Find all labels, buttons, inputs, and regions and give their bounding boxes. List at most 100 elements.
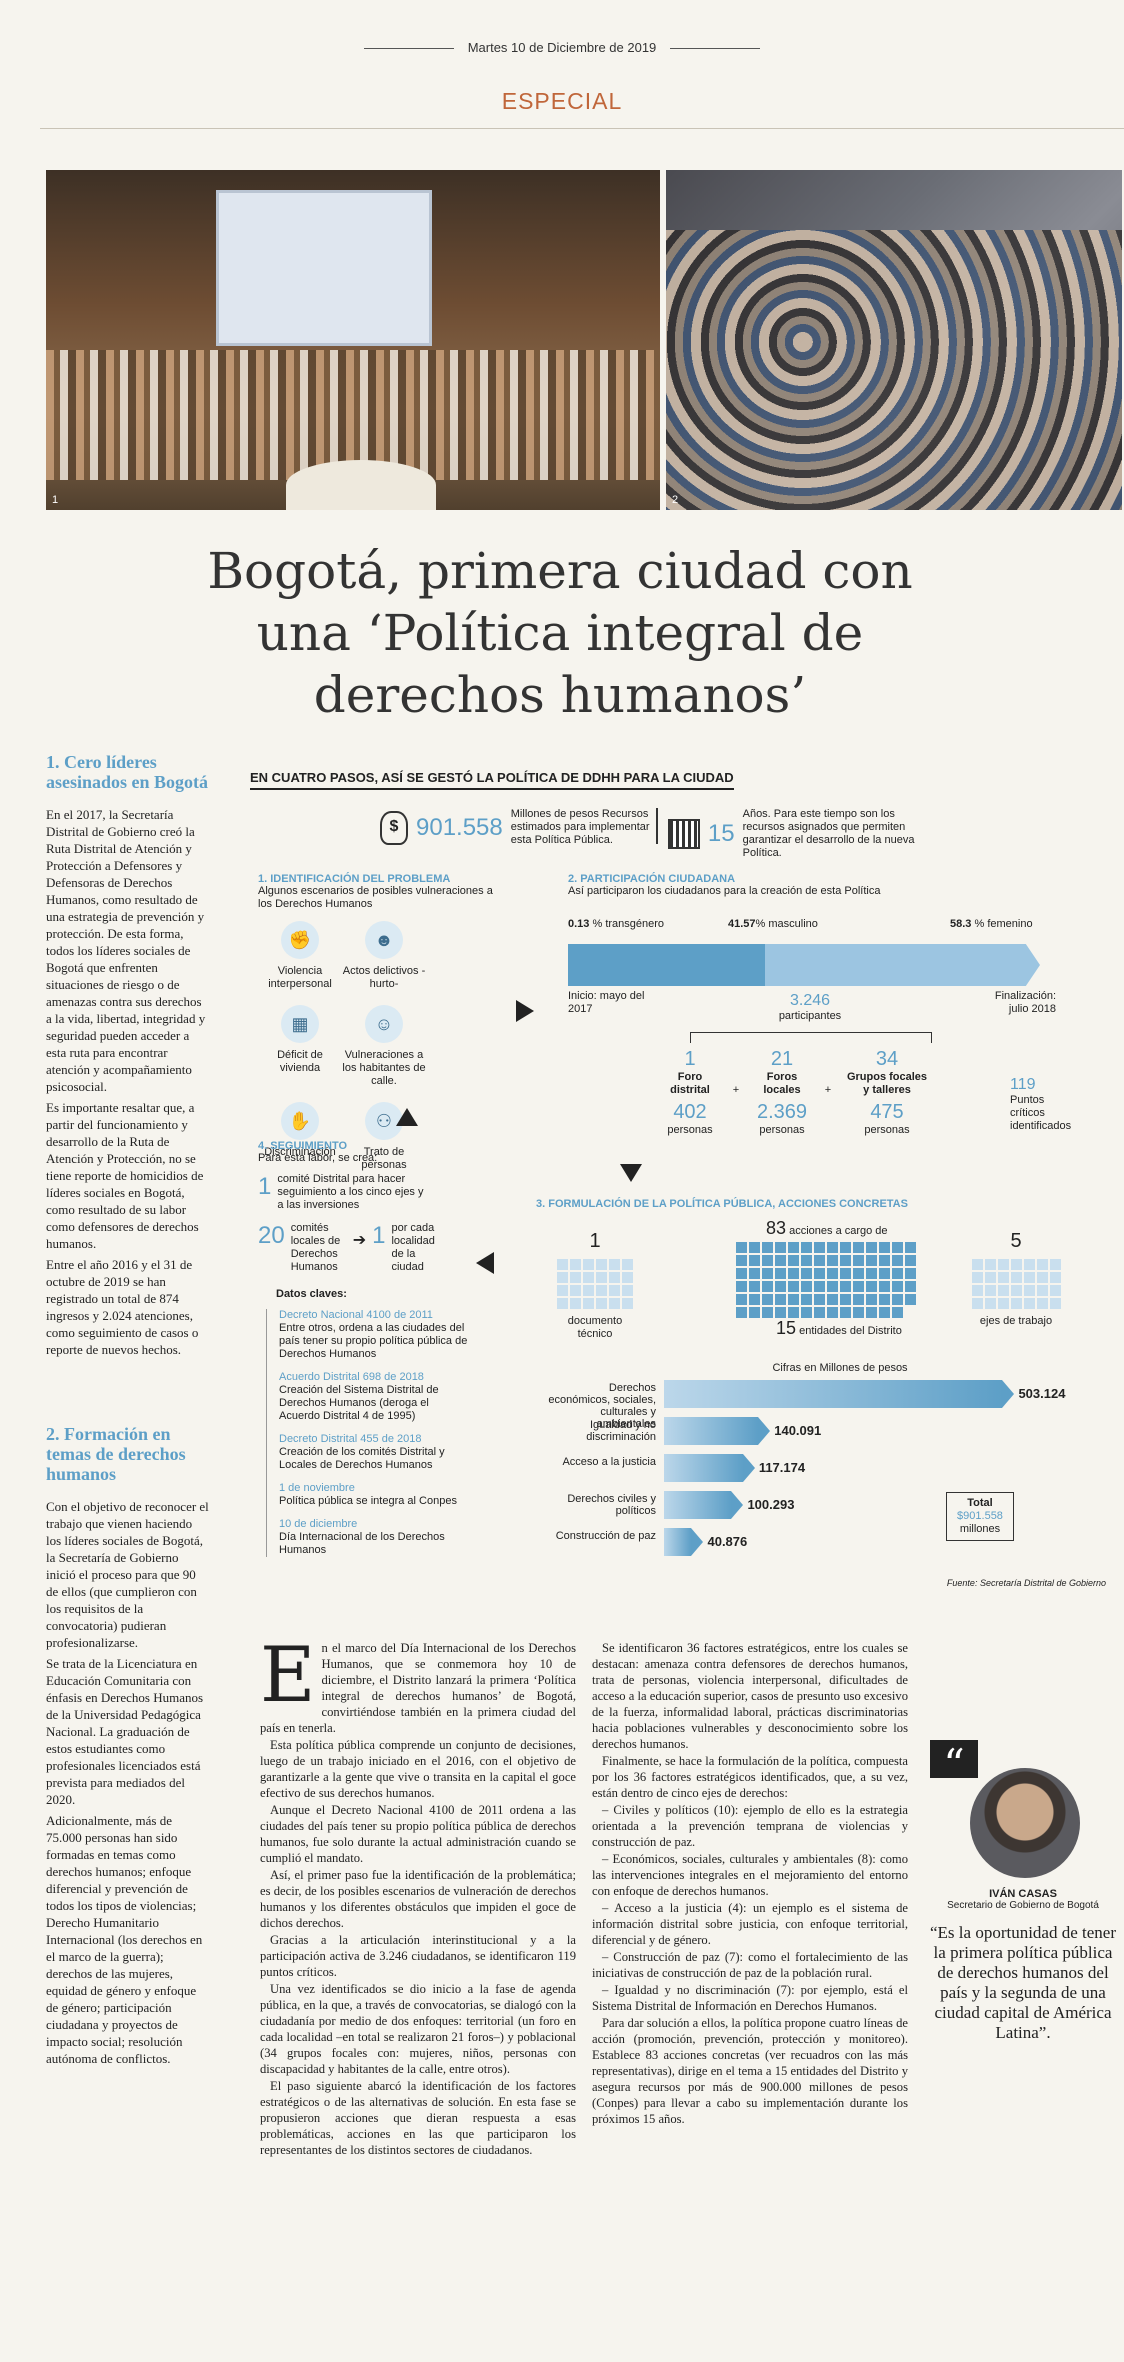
grid-square [997, 1272, 1009, 1283]
bar [664, 1417, 771, 1445]
grid-square [827, 1294, 838, 1305]
timeline: Decreto Nacional 4100 de 2011 Entre otros… [266, 1309, 468, 1557]
article-col-2: Se identificaron 36 factores estratégico… [592, 1640, 908, 2128]
hand-icon: ✋ [281, 1102, 319, 1140]
grid-square [905, 1281, 916, 1292]
grid-square [879, 1242, 890, 1253]
grid-square [570, 1298, 581, 1309]
grid-square [801, 1307, 812, 1318]
grid-square [736, 1281, 747, 1292]
bracket [690, 1032, 932, 1043]
grid-square [905, 1268, 916, 1279]
grid-square [1049, 1259, 1061, 1270]
scenario-homeless: ☺ Vulneraciones a los habitantes de calle… [342, 1005, 426, 1088]
grid-square [570, 1272, 581, 1283]
bar [664, 1380, 1015, 1408]
years-text: Años. Para este tiempo son los recursos … [742, 808, 915, 859]
article-paragraph: – Igualdad y no discriminación (7): por … [592, 1983, 908, 2013]
grid-square [840, 1242, 851, 1253]
grid-square [788, 1255, 799, 1266]
grid-square [814, 1255, 825, 1266]
grid-square [749, 1268, 760, 1279]
grid-square [892, 1255, 903, 1266]
trans-stat: 0.13 % transgénero [568, 918, 665, 930]
group-forum-local: 21 Foros locales 2.369 personas [756, 1048, 808, 1136]
bar [664, 1491, 744, 1519]
portrait [970, 1768, 1080, 1878]
article-paragraph: Se identificaron 36 factores estratégico… [592, 1641, 908, 1751]
step-title: 2. PARTICIPACIÓN CIUDADANA [568, 873, 736, 885]
funds-value: 901.558 [416, 813, 503, 841]
step-subtitle: Para esta labor, se crea: [258, 1152, 378, 1164]
grid-square [892, 1307, 903, 1318]
article-paragraph: n el marco del Día Internacional de los … [260, 1641, 576, 1735]
start-label: Inicio: mayo del 2017 [568, 990, 645, 1015]
grid-square [1023, 1272, 1035, 1283]
grid-square [1023, 1259, 1035, 1270]
headline: Bogotá, primera ciudad con una ‘Política… [207, 542, 913, 724]
sidebar-paragraph: Se trata de la Licenciatura en Educación… [46, 1656, 204, 1807]
photo-number: 2 [672, 494, 679, 506]
scenario-theft: ☻ Actos delictivos -hurto- [342, 921, 426, 991]
grid-square [1036, 1285, 1048, 1296]
grid-square [840, 1255, 851, 1266]
person-icon: ☺ [365, 1005, 403, 1043]
source: Fuente: Secretaría Distrital de Gobierno [946, 1578, 1106, 1588]
grid-square [866, 1281, 877, 1292]
grid-square [866, 1242, 877, 1253]
timeline-item: Acuerdo Distrital 698 de 2018 Creación de… [279, 1371, 439, 1422]
article-paragraph: Finalmente, se hace la formulación de la… [592, 1754, 908, 1800]
funds-text: Millones de pesos Recursos estimados par… [510, 808, 650, 846]
grid-square [814, 1294, 825, 1305]
grid-square [984, 1272, 996, 1283]
sidebar-title: 1. Cero líderes asesinados en Bogotá [46, 752, 209, 792]
bars-title: Cifras en Millones de pesos [772, 1362, 908, 1374]
technical-doc: 1 documento técnico [550, 1230, 640, 1341]
male-segment [568, 944, 765, 986]
grid-square [775, 1281, 786, 1292]
grid-square [749, 1255, 760, 1266]
grid-square [596, 1298, 607, 1309]
grid-square [583, 1285, 594, 1296]
crowd [46, 350, 660, 480]
grid-square [827, 1307, 838, 1318]
grid-square [736, 1255, 747, 1266]
grid-square [762, 1307, 773, 1318]
grid-square [1036, 1259, 1048, 1270]
grid-square [1049, 1298, 1061, 1309]
grid-square [762, 1255, 773, 1266]
grid-square [840, 1281, 851, 1292]
divider [40, 128, 1124, 129]
grid-square [609, 1272, 620, 1283]
divider [656, 808, 658, 844]
grid-square [570, 1259, 581, 1270]
grid-square [866, 1268, 877, 1279]
sidebar-section-2: 2. Formación en temas de derechos humano… [46, 1424, 210, 2071]
male-stat: 41.57% masculino [728, 918, 818, 930]
grid-square [814, 1307, 825, 1318]
sidebar-paragraph: Adicionalmente, más de 75.000 personas h… [46, 1813, 203, 2066]
work-axes: 5 ejes de trabajo [966, 1230, 1066, 1328]
grid-square [775, 1294, 786, 1305]
plus: + [824, 1084, 832, 1096]
grid-square [905, 1255, 916, 1266]
grid-square [971, 1259, 983, 1270]
article-col-1: E n el marco del Día Internacional de lo… [260, 1637, 576, 2159]
grid-square [827, 1255, 838, 1266]
bar-value: 503.124 [1018, 1386, 1066, 1401]
grid-square [596, 1285, 607, 1296]
grid-square [971, 1272, 983, 1283]
grid-square [1023, 1298, 1035, 1309]
grid-square [609, 1285, 620, 1296]
grid-square [788, 1268, 799, 1279]
bar-value: 140.091 [774, 1423, 822, 1438]
grid-square [570, 1285, 581, 1296]
grid-square [596, 1259, 607, 1270]
grid-square [736, 1268, 747, 1279]
grid-square [622, 1285, 633, 1296]
photo-ceremony: 1 [46, 170, 660, 510]
grid-square [775, 1242, 786, 1253]
grid-square [801, 1268, 812, 1279]
photo-number: 1 [52, 494, 59, 506]
bar-value: 100.293 [747, 1497, 795, 1512]
